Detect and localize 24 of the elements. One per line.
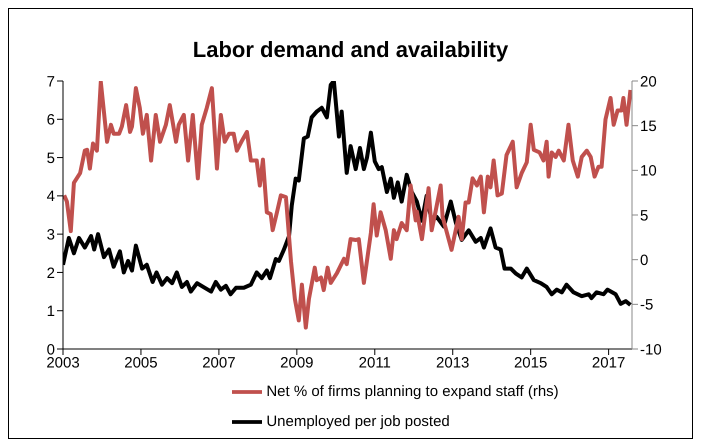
x-tick-label: 2013 bbox=[436, 354, 470, 372]
y-tick-label: 2 bbox=[46, 264, 55, 282]
chart-title: Labor demand and availability bbox=[192, 37, 510, 64]
y2-tick-label: 10 bbox=[640, 162, 657, 180]
x-tick-label: 2005 bbox=[124, 354, 158, 372]
x-tick-label: 2009 bbox=[280, 354, 314, 372]
legend-label: Net % of firms planning to expand staff (rhs) bbox=[266, 382, 559, 400]
y2-tick-label: 0 bbox=[640, 252, 648, 269]
y2-tick-label: 15 bbox=[640, 118, 657, 135]
x-tick-label: 2017 bbox=[592, 354, 626, 372]
y-tick-label: 3 bbox=[46, 226, 55, 244]
x-tick-label: 2007 bbox=[202, 354, 236, 372]
y-tick-label: 7 bbox=[46, 73, 55, 90]
x-tick-label: 2015 bbox=[514, 354, 548, 372]
y-tick-label: 5 bbox=[46, 150, 55, 167]
y-tick-label: 4 bbox=[46, 188, 55, 206]
y2-tick-label: 20 bbox=[640, 73, 657, 90]
legend-label: Unemployed per job posted bbox=[266, 412, 450, 430]
y2-tick-label: -5 bbox=[640, 296, 654, 314]
y2-tick-label: 5 bbox=[640, 207, 648, 224]
y2-tick-label: -10 bbox=[640, 341, 662, 358]
y-tick-label: 1 bbox=[46, 303, 55, 320]
y-tick-label: 6 bbox=[46, 112, 55, 129]
x-tick-label: 2011 bbox=[358, 354, 391, 372]
